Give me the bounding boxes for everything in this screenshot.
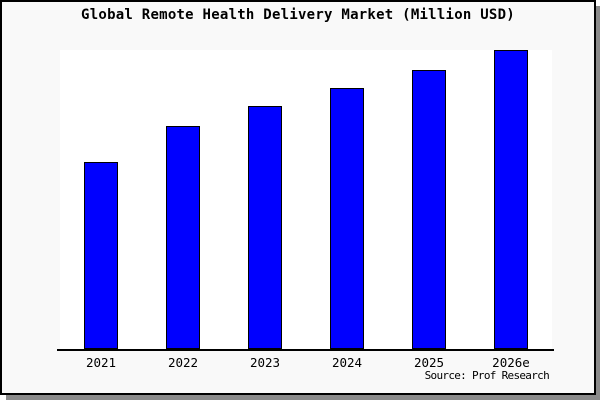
x-tick-label-2024: 2024: [331, 355, 363, 370]
plot-area: [60, 50, 552, 349]
x-tick-label-2022: 2022: [167, 355, 199, 370]
bar-2022: [166, 125, 200, 349]
bar-2025: [412, 70, 446, 349]
bar-2026e: [494, 50, 528, 349]
chart-title: Global Remote Health Delivery Market (Mi…: [81, 7, 515, 23]
x-tick-label-2021: 2021: [85, 355, 117, 370]
x-tick-label-2023: 2023: [249, 355, 281, 370]
bar-2021: [84, 162, 118, 349]
bar-2023: [248, 105, 282, 349]
window-shadow-bottom: [6, 395, 600, 400]
chart-content: Global Remote Health Delivery Market (Mi…: [2, 2, 594, 393]
bar-2024: [330, 87, 364, 349]
x-tick-label-2025: 2025: [413, 355, 445, 370]
x-tick-label-2026e: 2026e: [492, 355, 530, 370]
source-note: Source: Prof Research: [424, 369, 550, 382]
window-shadow-right: [596, 6, 600, 400]
x-axis-line: [57, 349, 554, 351]
x-axis-labels: 2021 2022 2023 2024 2025 2026e: [60, 355, 552, 371]
